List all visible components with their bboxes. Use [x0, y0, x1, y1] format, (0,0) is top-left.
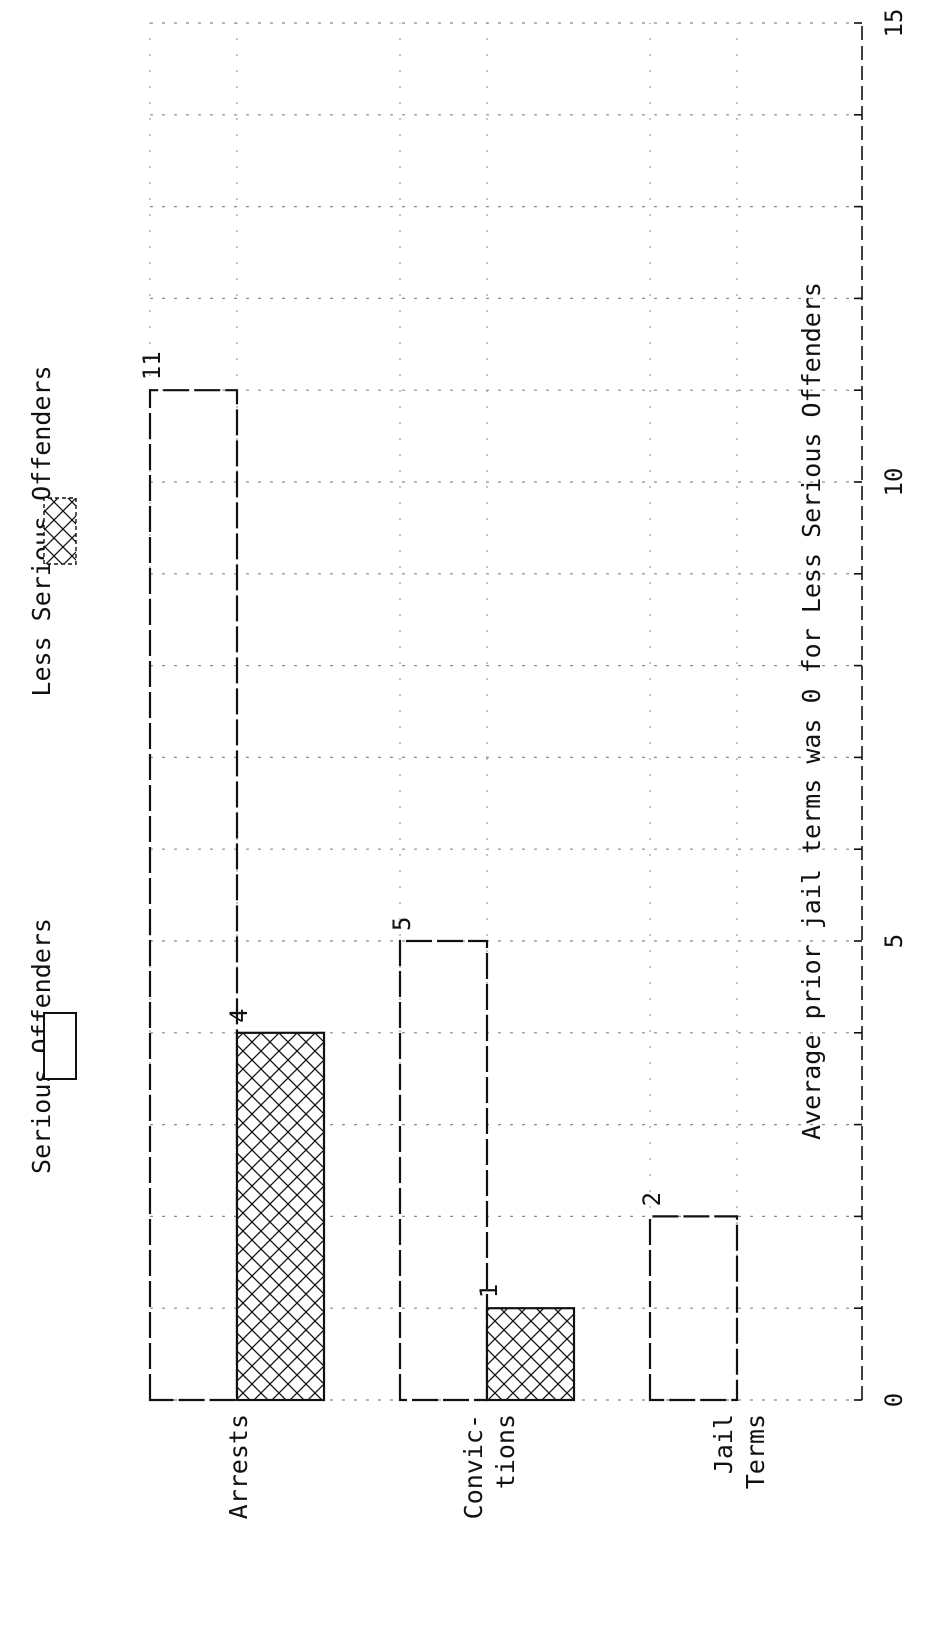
data-label: 1 — [475, 1284, 503, 1298]
x-tick-label: 5 — [880, 934, 908, 948]
category-label: Convic-tions — [459, 1414, 520, 1519]
x-tick-label: 0 — [880, 1393, 908, 1407]
category-label: Arrests — [224, 1414, 253, 1519]
annotation-text: Average prior jail terms was 0 for Less … — [797, 282, 826, 1140]
category-label: Jail Terms — [709, 1414, 770, 1489]
axis-layer: 0 5 10 15 — [854, 9, 908, 1407]
bar-less-serious-offenders — [485, 1307, 576, 1402]
bar-serious-offenders — [648, 1215, 739, 1402]
data-label: 11 — [138, 351, 166, 380]
bar-serious-offenders — [398, 939, 489, 1402]
data-label: 5 — [388, 917, 416, 931]
legend-swatch — [43, 497, 77, 565]
legend-swatch — [43, 1012, 77, 1080]
data-label: 4 — [225, 1008, 253, 1022]
bars-layer — [148, 389, 739, 1402]
bar-serious-offenders — [148, 389, 239, 1402]
x-tick-label: 15 — [880, 9, 908, 38]
x-tick-label: 10 — [880, 468, 908, 497]
data-label: 2 — [638, 1192, 666, 1206]
bar-less-serious-offenders — [235, 1031, 326, 1402]
